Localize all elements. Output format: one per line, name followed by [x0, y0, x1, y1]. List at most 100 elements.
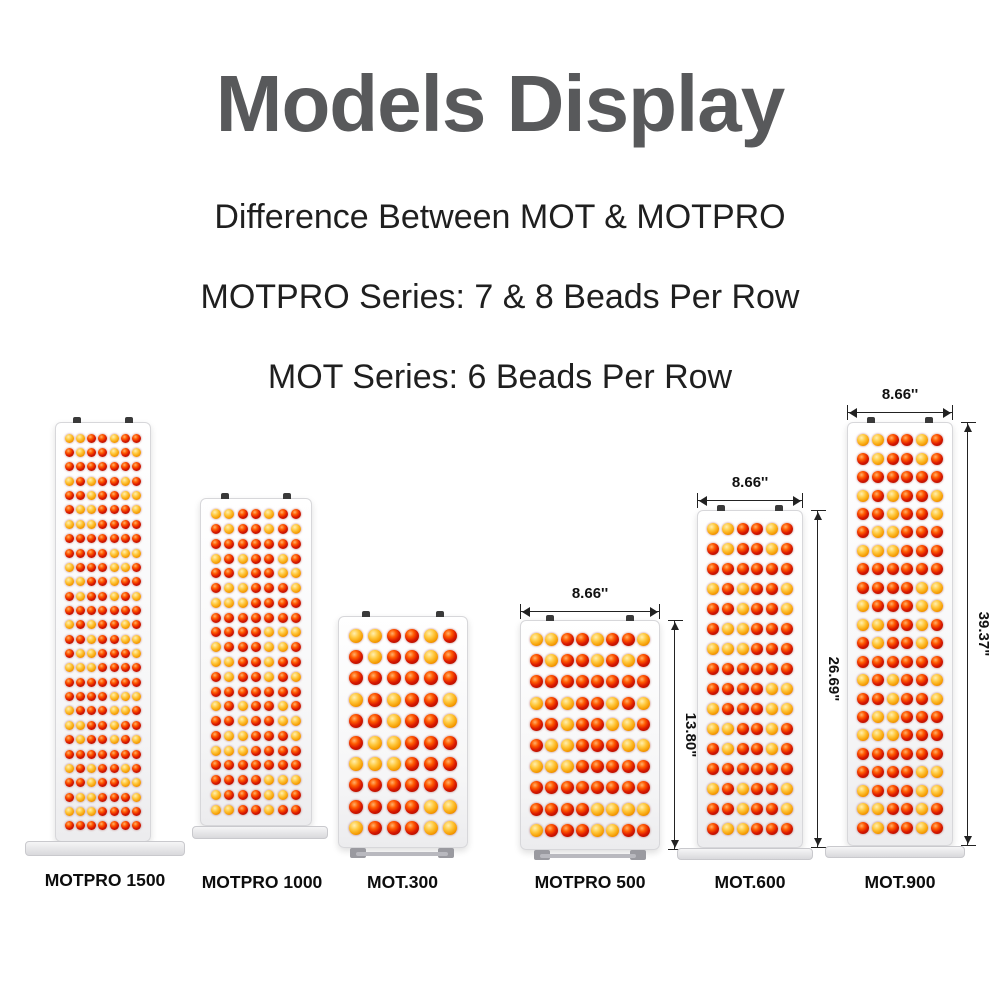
- led-bead: [871, 674, 884, 687]
- led-bead: [930, 526, 943, 539]
- led-bead: [765, 623, 778, 635]
- led-bead: [349, 821, 364, 836]
- led-bead: [545, 633, 559, 647]
- led-bead: [76, 692, 86, 702]
- led-bead: [751, 803, 764, 815]
- led-bead: [857, 563, 870, 576]
- led-bead: [442, 692, 457, 707]
- height-dimension: 26.69": [811, 510, 845, 848]
- led-bead: [915, 784, 928, 797]
- led-bead: [210, 775, 221, 786]
- led-bead: [237, 627, 248, 638]
- led-bead: [423, 821, 438, 836]
- dimension-line: [847, 412, 953, 413]
- led-bead: [405, 735, 420, 750]
- led-bead: [591, 739, 605, 753]
- led-bead: [264, 538, 275, 549]
- led-bead: [291, 730, 302, 741]
- led-bead: [264, 671, 275, 682]
- led-bead: [98, 448, 108, 458]
- led-bead: [930, 655, 943, 668]
- led-bead: [224, 538, 235, 549]
- led-bead: [780, 603, 793, 615]
- led-bead: [721, 583, 734, 595]
- arrow-left-icon: [849, 408, 857, 418]
- led-bead: [237, 686, 248, 697]
- led-bead: [930, 747, 943, 760]
- led-bead: [120, 692, 130, 702]
- led-bead: [560, 633, 574, 647]
- led-bead: [886, 434, 899, 447]
- led-bead: [857, 508, 870, 521]
- led-bead: [76, 534, 86, 544]
- led-grid: [209, 507, 303, 817]
- led-bead: [930, 637, 943, 650]
- led-bead: [915, 747, 928, 760]
- led-bead: [423, 671, 438, 686]
- led-bead: [65, 792, 75, 802]
- led-bead: [367, 671, 382, 686]
- led-bead: [120, 677, 130, 687]
- led-bead: [886, 489, 899, 502]
- mount-knob-icon: [435, 611, 444, 617]
- led-bead: [886, 637, 899, 650]
- led-bead: [721, 783, 734, 795]
- led-bead: [98, 663, 108, 673]
- led-bead: [386, 821, 401, 836]
- led-bead: [120, 462, 130, 472]
- led-bead: [871, 747, 884, 760]
- led-bead: [736, 623, 749, 635]
- led-bead: [65, 534, 75, 544]
- led-bead: [98, 433, 108, 443]
- led-bead: [120, 821, 130, 831]
- led-bead: [210, 597, 221, 608]
- led-bead: [707, 803, 720, 815]
- led-bead: [87, 620, 97, 630]
- floor-stand-base: [192, 826, 328, 839]
- led-bead: [530, 760, 544, 774]
- led-bead: [886, 526, 899, 539]
- led-bead: [780, 583, 793, 595]
- led-bead: [250, 553, 261, 564]
- led-bead: [442, 757, 457, 772]
- led-bead: [250, 568, 261, 579]
- led-bead: [721, 683, 734, 695]
- led-bead: [76, 749, 86, 759]
- led-bead: [857, 747, 870, 760]
- led-bead: [264, 612, 275, 623]
- led-bead: [367, 714, 382, 729]
- led-bead: [65, 663, 75, 673]
- led-bead: [765, 783, 778, 795]
- led-bead: [765, 803, 778, 815]
- led-bead: [915, 471, 928, 484]
- led-bead: [545, 675, 559, 689]
- led-panel: [847, 417, 953, 846]
- led-bead: [291, 686, 302, 697]
- led-bead: [367, 821, 382, 836]
- led-bead: [109, 692, 119, 702]
- led-bead: [405, 757, 420, 772]
- led-bead: [291, 553, 302, 564]
- led-bead: [442, 714, 457, 729]
- led-bead: [530, 633, 544, 647]
- led-bead: [264, 627, 275, 638]
- led-bead: [751, 623, 764, 635]
- led-bead: [120, 792, 130, 802]
- led-bead: [131, 634, 141, 644]
- led-bead: [575, 823, 589, 837]
- led-bead: [871, 434, 884, 447]
- led-bead: [76, 806, 86, 816]
- led-bead: [386, 692, 401, 707]
- led-bead: [871, 544, 884, 557]
- led-bead: [264, 789, 275, 800]
- led-bead: [87, 476, 97, 486]
- led-bead: [871, 784, 884, 797]
- led-bead: [707, 563, 720, 575]
- led-bead: [76, 462, 86, 472]
- led-bead: [857, 618, 870, 631]
- led-bead: [857, 766, 870, 779]
- led-bead: [530, 717, 544, 731]
- model-mot-900: 8.66'' 39.37" MOT.900: [825, 382, 1000, 902]
- led-bead: [886, 784, 899, 797]
- led-bead: [349, 692, 364, 707]
